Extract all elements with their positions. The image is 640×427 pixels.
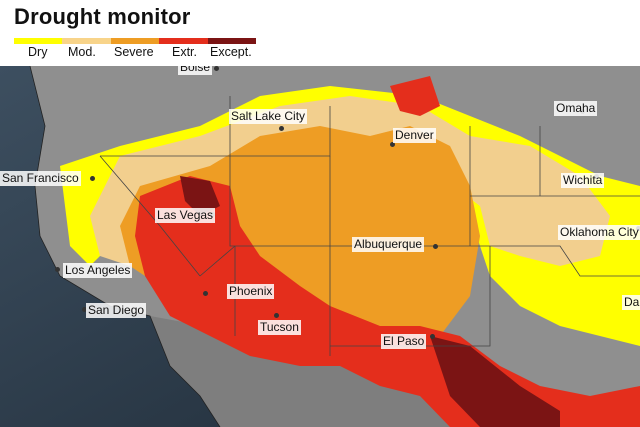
legend-label-exceptional: Except. [210,45,252,59]
drought-exceptional-region [180,176,220,216]
map-title: Drought monitor [14,4,191,29]
legend-swatch-severe [110,38,160,44]
drought-map[interactable]: Boise Salt Lake City Denver Omaha San Fr… [0,66,640,427]
legend-label-dry: Dry [28,45,48,59]
city-label-boise: Boise [178,66,213,75]
city-label-tucson: Tucson [258,320,301,335]
legend-label-moderate: Mod. [68,45,96,59]
drought-moderate-region [90,96,610,266]
city-label-salt-lake-city: Salt Lake City [229,109,308,124]
legend-label-severe: Severe [114,45,154,59]
city-label-san-diego: San Diego [86,303,147,318]
city-label-las-vegas: Las Vegas [155,208,216,223]
city-label-wichita: Wichita [561,173,605,188]
city-label-san-francisco: San Francisco [0,171,81,186]
city-label-los-angeles: Los Angeles [63,263,133,278]
legend-swatch-extreme [159,38,208,44]
legend-swatch-exceptional [207,38,257,44]
city-label-oklahoma-city: Oklahoma City [558,225,640,240]
city-label-omaha: Omaha [554,101,598,116]
legend-swatch-moderate [62,38,111,44]
city-label-phoenix: Phoenix [227,284,275,299]
map-graphic [0,66,640,427]
city-label-el-paso: El Paso [381,334,427,349]
legend-color-bar [14,38,257,44]
legend-label-extreme: Extr. [172,45,198,59]
city-label-dallas-partial: Da [622,295,640,310]
map-header: Drought monitor Dry Mod. Severe Extr. Ex… [0,0,640,66]
legend-swatch-dry [14,38,63,44]
city-label-denver: Denver [393,128,436,143]
legend-labels: Dry Mod. Severe Extr. Except. [14,45,274,63]
city-label-albuquerque: Albuquerque [352,237,425,252]
